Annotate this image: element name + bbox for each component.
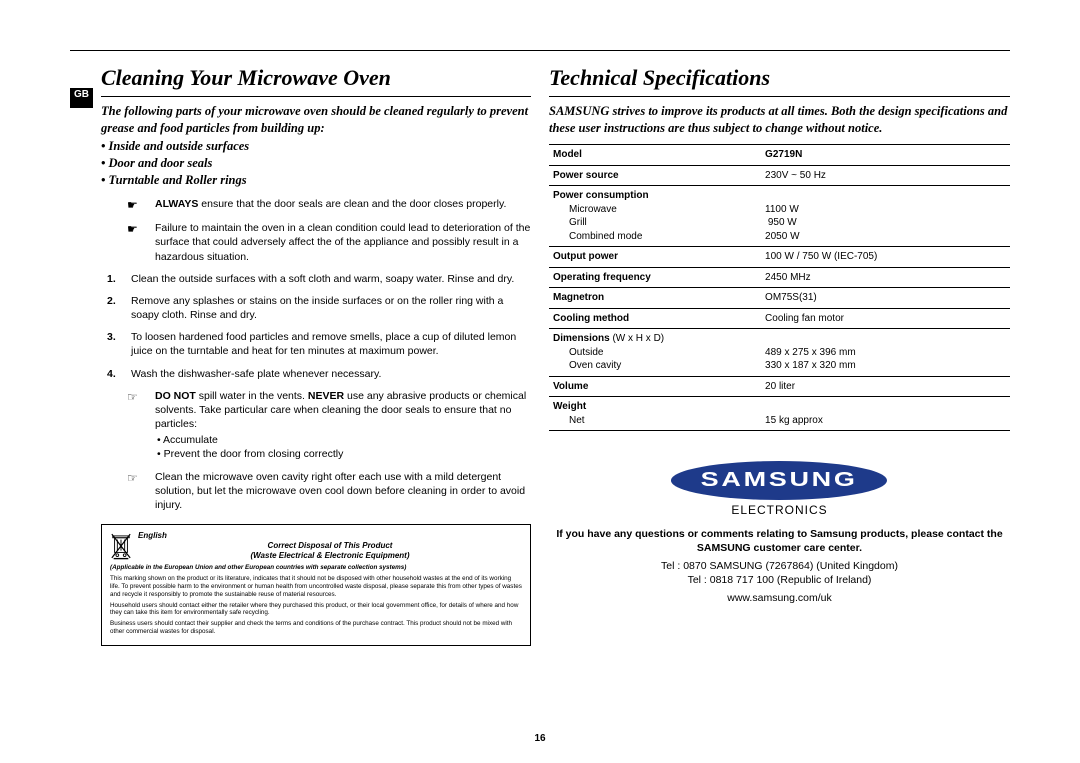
lead-bullet: Door and door seals (115, 155, 531, 172)
spec-row: Operating frequency2450 MHz (549, 267, 1010, 288)
step-number: 2. (107, 294, 121, 322)
weee-icon (110, 531, 132, 561)
step-item: 4. Wash the dishwasher-safe plate whenev… (101, 367, 531, 381)
warn-item: ☞ DO NOT spill water in the vents. NEVER… (101, 389, 531, 462)
pointer-icon: ☛ (127, 197, 145, 213)
spec-row: WeightNet15 kg approx (549, 397, 1010, 431)
disposal-para: Household users should contact either th… (110, 602, 522, 618)
step-number: 4. (107, 367, 121, 381)
spec-row: ModelG2719N (549, 145, 1010, 166)
pointer-icon: ☛ (127, 221, 145, 264)
spec-row: Dimensions (W x H x D)OutsideOven cavity… (549, 329, 1010, 377)
website-url: www.samsung.com/uk (549, 591, 1010, 605)
brand-logo: SAMSUNG ELECTRONICS (549, 461, 1010, 518)
spec-table: ModelG2719NPower source230V ~ 50 HzPower… (549, 144, 1010, 431)
spec-row: Output power100 W / 750 W (IEC-705) (549, 247, 1010, 268)
spec-row: Power source230V ~ 50 Hz (549, 165, 1010, 186)
samsung-logo: SAMSUNG (671, 461, 887, 500)
tip-text: Failure to maintain the oven in a clean … (155, 221, 531, 264)
spec-row: Power consumptionMicrowaveGrillCombined … (549, 186, 1010, 247)
disposal-title: English Correct Disposal of This Product… (138, 531, 522, 561)
tip-item: ☛ ALWAYS ensure that the door seals are … (101, 197, 531, 213)
tip-item: ☛ Failure to maintain the oven in a clea… (101, 221, 531, 264)
warn-item: ☞ Clean the microwave oven cavity right … (101, 470, 531, 513)
lead-bullet: Turntable and Roller rings (115, 172, 531, 189)
disposal-header: English Correct Disposal of This Product… (110, 531, 522, 561)
country-badge: GB (70, 88, 93, 108)
tel-uk: Tel : 0870 SAMSUNG (7267864) (United Kin… (549, 559, 1010, 573)
step-text: Remove any splashes or stains on the ins… (131, 294, 531, 322)
tip-text: ALWAYS ensure that the door seals are cl… (155, 197, 531, 213)
step-text: Clean the outside surfaces with a soft c… (131, 272, 531, 286)
step-item: 2. Remove any splashes or stains on the … (101, 294, 531, 322)
top-rule (70, 50, 1010, 51)
left-lead: The following parts of your microwave ov… (101, 103, 531, 137)
spec-row: MagnetronOM75S(31) (549, 288, 1010, 309)
lead-bullets: Inside and outside surfaces Door and doo… (101, 138, 531, 189)
step-number: 1. (107, 272, 121, 286)
lead-bullet: Inside and outside surfaces (115, 138, 531, 155)
tel-ie: Tel : 0818 717 100 (Republic of Ireland) (549, 573, 1010, 587)
contact-heading: If you have any questions or comments re… (549, 527, 1010, 555)
warn-text: Clean the microwave oven cavity right of… (155, 470, 531, 513)
electronics-text: ELECTRONICS (549, 502, 1010, 518)
disposal-box: English Correct Disposal of This Product… (101, 524, 531, 646)
step-text: Wash the dishwasher-safe plate whenever … (131, 367, 531, 381)
disposal-para: (Applicable in the European Union and ot… (110, 564, 522, 572)
step-text: To loosen hardened food particles and re… (131, 330, 531, 358)
step-item: 1. Clean the outside surfaces with a sof… (101, 272, 531, 286)
sub-bullet: Prevent the door from closing correctly (171, 447, 531, 461)
spec-row: Volume20 liter (549, 376, 1010, 397)
two-column-layout: GB Cleaning Your Microwave Oven The foll… (70, 63, 1010, 646)
warn-text: DO NOT spill water in the vents. NEVER u… (155, 389, 531, 462)
hand-icon: ☞ (127, 389, 145, 462)
hand-icon: ☞ (127, 470, 145, 513)
warn-sub-bullets: Accumulate Prevent the door from closing… (155, 433, 531, 461)
spec-row: Cooling methodCooling fan motor (549, 308, 1010, 329)
left-section-title: Cleaning Your Microwave Oven (101, 63, 531, 97)
disposal-para: Business users should contact their supp… (110, 620, 522, 636)
step-item: 3. To loosen hardened food particles and… (101, 330, 531, 358)
sub-bullet: Accumulate (171, 433, 531, 447)
right-column: Technical Specifications SAMSUNG strives… (549, 63, 1010, 646)
page: GB Cleaning Your Microwave Oven The foll… (0, 0, 1080, 763)
page-number: 16 (534, 732, 545, 746)
disposal-para: This marking shown on the product or its… (110, 575, 522, 599)
right-lead: SAMSUNG strives to improve its products … (549, 103, 1010, 137)
right-section-title: Technical Specifications (549, 63, 1010, 97)
left-column: GB Cleaning Your Microwave Oven The foll… (70, 63, 531, 646)
step-number: 3. (107, 330, 121, 358)
left-body: Cleaning Your Microwave Oven The followi… (101, 63, 531, 646)
